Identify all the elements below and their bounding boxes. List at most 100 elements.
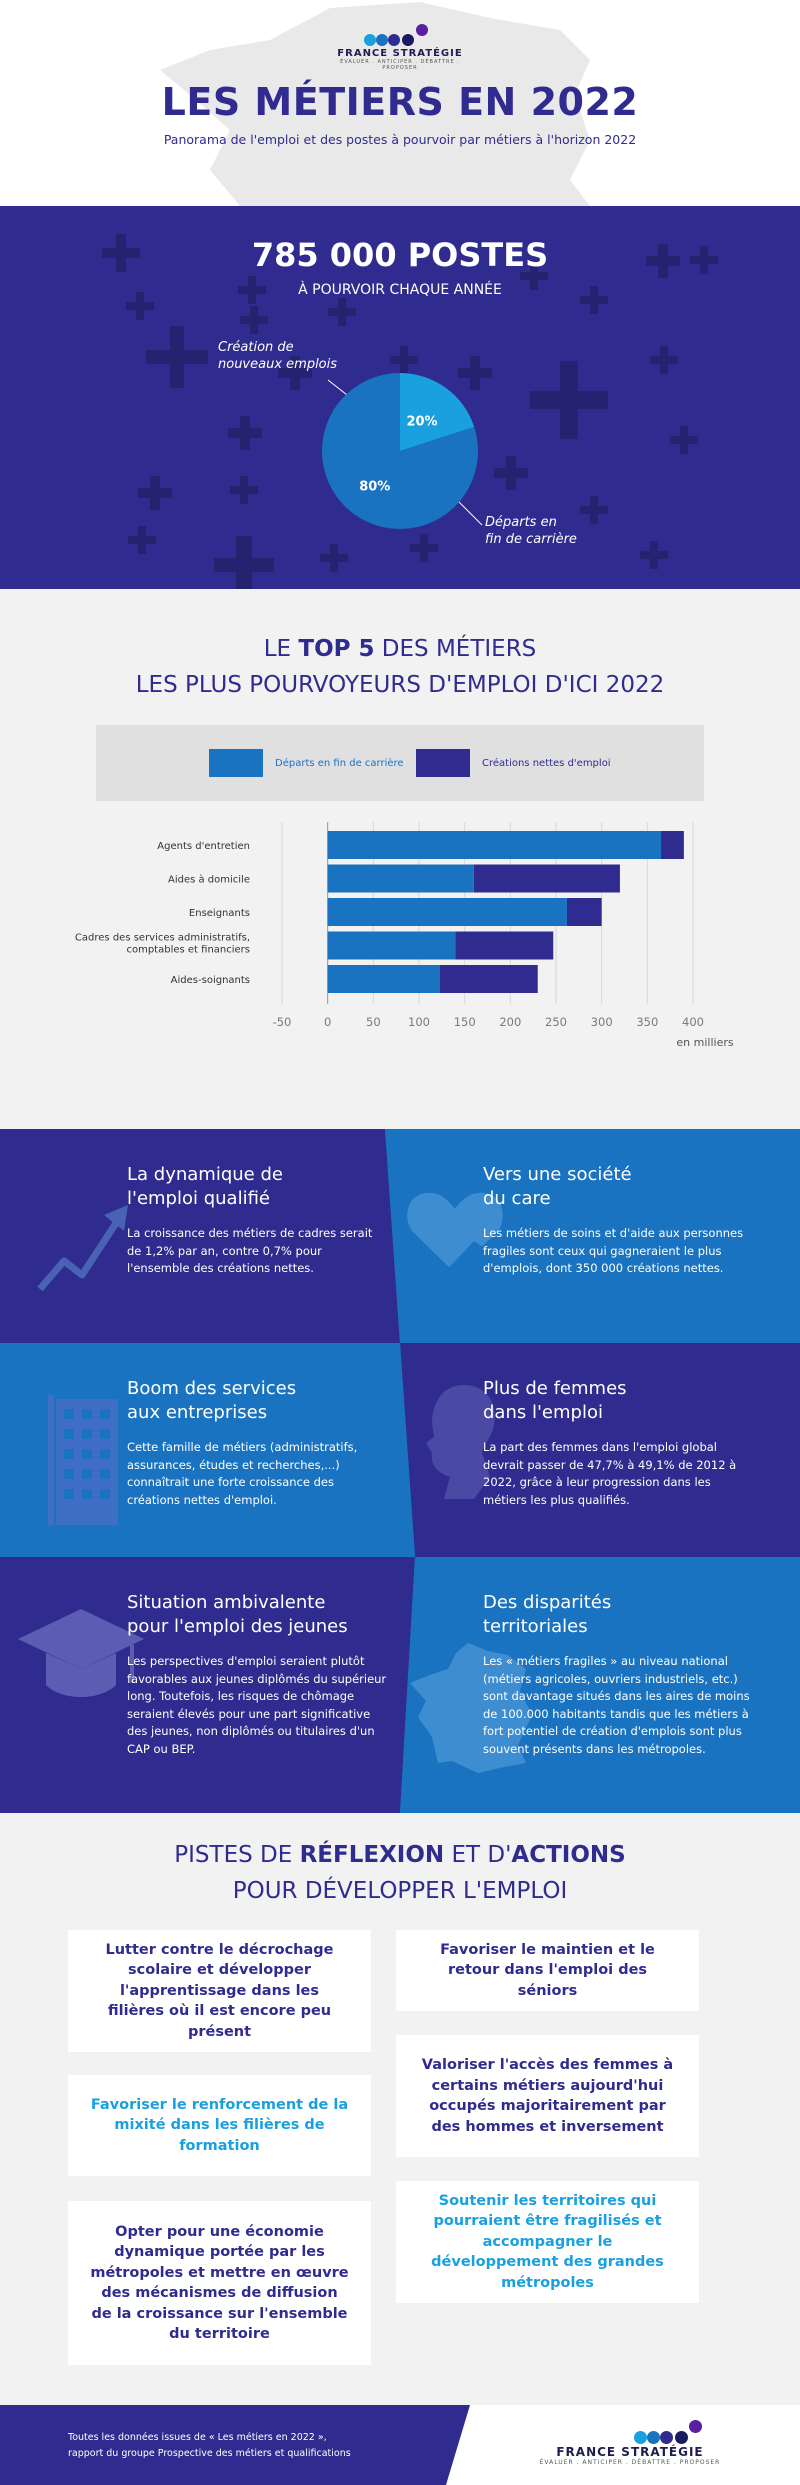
footer-note-line1: Toutes les données issues de « Les métie… xyxy=(68,2432,327,2443)
action-card-text: Soutenir les territoires qui pourraient … xyxy=(431,2192,664,2291)
x-tick-label: -50 xyxy=(273,1015,292,1029)
footer: Toutes les données issues de « Les métie… xyxy=(0,2405,800,2485)
info-block-youth-employment: Situation ambivalente pour l'emploi des j… xyxy=(127,1591,392,1758)
logo-dots-icon xyxy=(530,2419,730,2445)
x-tick-label: 400 xyxy=(682,1015,704,1029)
legend-item-departs: Départs en fin de carrière xyxy=(209,749,404,777)
pistes-title-part-b: RÉFLEXION xyxy=(299,1842,445,1868)
info-block-women-employment: Plus de femmes dans l'emploi La part des … xyxy=(483,1377,753,1509)
top5-section: LE TOP 5 DES MÉTIERS LES PLUS POURVOYEUR… xyxy=(0,589,800,1129)
pie-slice-0 xyxy=(400,373,475,451)
legend-item-creations: Créations nettes d'emploi xyxy=(416,749,611,777)
category-label: Cadres des services administratifs, xyxy=(75,933,250,944)
page-title: LES MÉTIERS EN 2022 xyxy=(161,80,639,124)
category-label: comptables et financiers xyxy=(126,945,250,956)
header: FRANCE STRATÉGIE ÉVALUER . ANTICIPER . D… xyxy=(0,0,800,206)
action-card-metropoles: Opter pour une économie dynamique portée… xyxy=(68,2201,371,2365)
page-subtitle: Panorama de l'emploi et des postes à pou… xyxy=(163,132,637,147)
info-text-youth-employment: Les perspectives d'emploi seraient plutô… xyxy=(127,1654,387,1756)
bar-segment-departs xyxy=(327,931,456,960)
pie-chart: 20% 80% xyxy=(320,371,480,531)
info-title-women-employment: Plus de femmes dans l'emploi xyxy=(483,1377,753,1425)
action-card-women-access: Valoriser l'accès des femmes à certains … xyxy=(396,2035,699,2157)
info-title-line2: du care xyxy=(483,1188,551,1209)
info-title-line1: Boom des services xyxy=(127,1378,297,1399)
x-tick-label: 0 xyxy=(324,1015,331,1029)
action-card-text: Lutter contre le décrochage scolaire et … xyxy=(105,1941,334,2040)
info-text-women-employment: La part des femmes dans l'emploi global … xyxy=(483,1440,737,1507)
x-tick-label: 50 xyxy=(366,1015,381,1029)
logo-tagline: ÉVALUER . ANTICIPER . DÉBATTRE . PROPOSE… xyxy=(539,2459,721,2466)
pie-percent-label-1: 80% xyxy=(359,480,390,495)
x-tick-label: 100 xyxy=(408,1015,430,1029)
x-tick-label: 150 xyxy=(454,1015,476,1029)
info-title-business-services: Boom des services aux entreprises xyxy=(127,1377,387,1425)
action-card-territories: Soutenir les territoires qui pourraient … xyxy=(396,2181,699,2303)
plus-pattern-background xyxy=(102,234,718,589)
x-tick-label: 350 xyxy=(636,1015,658,1029)
top5-title-pre: LE xyxy=(263,636,299,662)
legend-label-creations: Créations nettes d'emploi xyxy=(482,757,611,769)
legend-swatch-creations xyxy=(416,749,470,777)
bar-segment-creations xyxy=(440,965,538,993)
info-title-line2: territoriales xyxy=(483,1616,588,1637)
action-card-text: Opter pour une économie dynamique portée… xyxy=(90,2223,349,2343)
info-block-territorial-disparities: Des disparités territoriales Les « métier… xyxy=(483,1591,753,1758)
top5-title-line2: LES PLUS POURVOYEURS D'EMPLOI D'ICI 2022 xyxy=(135,672,665,698)
category-label: Enseignants xyxy=(189,908,250,919)
bar-segment-departs xyxy=(327,898,567,926)
top5-title-line1: LE TOP 5 DES MÉTIERS xyxy=(0,631,800,667)
pie-label-departs-line1: Départs en xyxy=(485,515,557,530)
footer-source-note: Toutes les données issues de « Les métie… xyxy=(68,2430,351,2462)
info-title-territorial-disparities: Des disparités territoriales xyxy=(483,1591,753,1639)
legend-label-departs: Départs en fin de carrière xyxy=(275,757,404,769)
info-title-line1: Des disparités xyxy=(483,1592,612,1613)
category-label: Aides-soignants xyxy=(171,975,250,986)
bar-segment-creations xyxy=(473,864,620,893)
info-text-business-services: Cette famille de métiers (administratifs… xyxy=(127,1440,358,1507)
chart-legend: Départs en fin de carrière Créations net… xyxy=(96,725,704,801)
pie-label-creation-line1: Création de xyxy=(218,340,294,355)
info-title-line1: Vers une société xyxy=(483,1164,632,1185)
top5-title-post: DES MÉTIERS xyxy=(374,636,537,662)
key-findings-section: La dynamique de l'emploi qualifié La croi… xyxy=(0,1129,800,1813)
action-proposals-section: PISTES DE RÉFLEXION ET D'ACTIONS POUR DÉ… xyxy=(0,1813,800,2405)
bar-segment-creations xyxy=(455,931,554,960)
pistes-title-line1: PISTES DE RÉFLEXION ET D'ACTIONS xyxy=(0,1837,800,1873)
action-card-text: Favoriser le renforcement de la mixité d… xyxy=(90,2096,349,2154)
pie-chart-svg: 20% 80% xyxy=(322,373,478,529)
info-text-care-society: Les métiers de soins et d'aide aux perso… xyxy=(483,1226,744,1275)
info-title-line1: La dynamique de xyxy=(127,1164,283,1185)
category-label: Aides à domicile xyxy=(168,874,250,886)
office-building-icon xyxy=(48,1395,118,1525)
trend-arrow-icon xyxy=(37,1205,128,1292)
logo-name: FRANCE STRATÉGIE xyxy=(556,2445,704,2459)
pistes-title: PISTES DE RÉFLEXION ET D'ACTIONS POUR DÉ… xyxy=(0,1837,800,1909)
pistes-title-part-c: ET D' xyxy=(444,1842,512,1868)
bar-segment-creations xyxy=(661,831,684,859)
top5-title: LE TOP 5 DES MÉTIERS LES PLUS POURVOYEUR… xyxy=(0,631,800,703)
pie-label-departs: Départs en fin de carrière xyxy=(485,514,577,548)
pistes-title-line2: POUR DÉVELOPPER L'EMPLOI xyxy=(232,1878,568,1904)
logo-dots-icon xyxy=(322,22,478,48)
france-map-background xyxy=(160,2,590,206)
bar-segment-departs xyxy=(327,864,474,893)
info-title-care-society: Vers une société du care xyxy=(483,1163,748,1211)
graduation-cap-icon xyxy=(18,1609,144,1697)
top5-title-bold: TOP 5 xyxy=(298,636,375,662)
stats-section: 785 000 POSTES À POURVOIR CHAQUE ANNÉE C… xyxy=(0,206,800,589)
x-tick-label: 250 xyxy=(545,1015,567,1029)
logo-name: FRANCE STRATÉGIE xyxy=(337,48,463,59)
pistes-title-part-a: PISTES DE xyxy=(174,1842,300,1868)
x-tick-label: 200 xyxy=(499,1015,521,1029)
logo-tagline: ÉVALUER . ANTICIPER . DÉBATTRE . PROPOSE… xyxy=(340,59,460,71)
info-block-care-society: Vers une société du care Les métiers de s… xyxy=(483,1163,748,1278)
info-title-line1: Plus de femmes xyxy=(483,1378,627,1399)
legend-swatch-departs xyxy=(209,749,263,777)
stat-headline: 785 000 POSTES xyxy=(251,236,549,274)
pie-label-creation-line2: nouveaux emplois xyxy=(218,357,338,372)
x-tick-label: 300 xyxy=(591,1015,613,1029)
info-title-line2: pour l'emploi des jeunes xyxy=(127,1616,348,1637)
france-map-icon xyxy=(410,1643,532,1773)
info-title-youth-employment: Situation ambivalente pour l'emploi des j… xyxy=(127,1591,392,1639)
